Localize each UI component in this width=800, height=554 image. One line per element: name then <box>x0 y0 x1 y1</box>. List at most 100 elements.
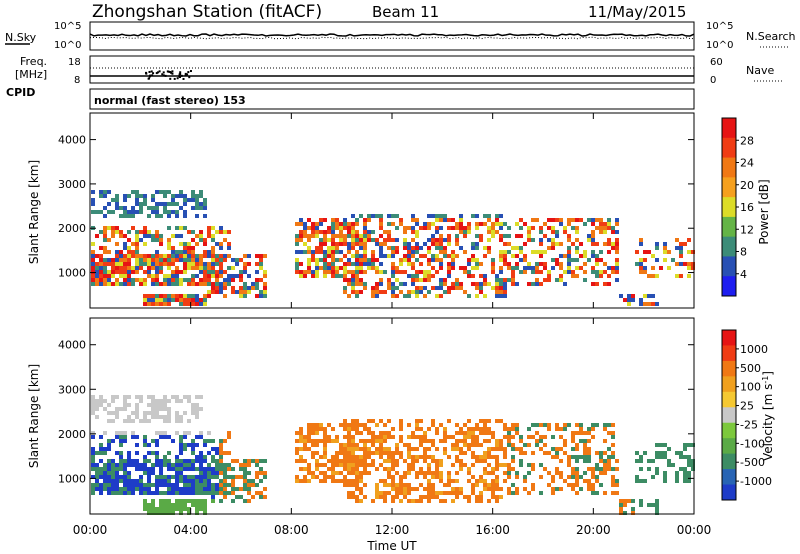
heatmap-cell <box>331 230 335 234</box>
heatmap-cell <box>183 194 187 198</box>
heatmap-cell <box>403 246 407 250</box>
heatmap-cell <box>439 242 443 246</box>
heatmap-cell <box>359 270 363 274</box>
heatmap-cell <box>351 270 355 274</box>
heatmap-cell <box>299 455 303 459</box>
heatmap-cell <box>179 503 183 507</box>
heatmap-cell <box>143 439 147 443</box>
heatmap-cell <box>575 230 579 234</box>
heatmap-cell <box>323 439 327 443</box>
heatmap-cell <box>487 447 491 451</box>
heatmap-cell <box>395 443 399 447</box>
heatmap-cell <box>295 266 299 270</box>
heatmap-cell <box>107 447 111 451</box>
heatmap-cell <box>491 467 495 471</box>
heatmap-cell <box>559 471 563 475</box>
heatmap-cell <box>507 439 511 443</box>
heatmap-cell <box>639 238 643 242</box>
heatmap-cell <box>295 234 299 238</box>
heatmap-cell <box>655 274 659 278</box>
heatmap-cell <box>191 483 195 487</box>
heatmap-cell <box>591 254 595 258</box>
heatmap-cell <box>519 439 523 443</box>
heatmap-cell <box>427 278 431 282</box>
heatmap-cell <box>687 238 691 242</box>
heatmap-cell <box>615 479 619 483</box>
heatmap-cell <box>379 222 383 226</box>
heatmap-cell <box>383 242 387 246</box>
heatmap-cell <box>595 467 599 471</box>
heatmap-cell <box>423 226 427 230</box>
heatmap-cell <box>415 274 419 278</box>
heatmap-cell <box>575 491 579 495</box>
heatmap-cell <box>175 214 179 218</box>
heatmap-cell <box>479 286 483 290</box>
heatmap-cell <box>435 254 439 258</box>
heatmap-cell <box>671 258 675 262</box>
heatmap-cell <box>471 483 475 487</box>
heatmap-cell <box>355 274 359 278</box>
heatmap-cell <box>515 423 519 427</box>
heatmap-cell <box>411 246 415 250</box>
heatmap-cell <box>507 443 511 447</box>
heatmap-cell <box>491 447 495 451</box>
heatmap-cell <box>447 238 451 242</box>
heatmap-cell <box>379 242 383 246</box>
heatmap-cell <box>651 274 655 278</box>
heatmap-cell <box>215 254 219 258</box>
heatmap-cell <box>187 443 191 447</box>
heatmap-cell <box>127 487 131 491</box>
heatmap-cell <box>479 222 483 226</box>
heatmap-cell <box>235 495 239 499</box>
heatmap-cell <box>683 242 687 246</box>
heatmap-cell <box>447 479 451 483</box>
heatmap-cell <box>143 278 147 282</box>
heatmap-cell <box>159 258 163 262</box>
heatmap-cell <box>679 451 683 455</box>
heatmap-cell <box>211 258 215 262</box>
heatmap-cell <box>339 230 343 234</box>
heatmap-cell <box>407 499 411 503</box>
heatmap-cell <box>167 475 171 479</box>
heatmap-cell <box>99 282 103 286</box>
heatmap-cell <box>131 206 135 210</box>
heatmap-cell <box>323 455 327 459</box>
colorbar-swatch-6 <box>722 236 736 257</box>
heatmap-cell <box>127 471 131 475</box>
heatmap-cell <box>503 427 507 431</box>
heatmap-cell <box>647 250 651 254</box>
heatmap-cell <box>163 463 167 467</box>
heatmap-cell <box>427 246 431 250</box>
heatmap-cell <box>323 254 327 258</box>
heatmap-cell <box>219 254 223 258</box>
heatmap-cell <box>231 258 235 262</box>
heatmap-cell <box>427 427 431 431</box>
heatmap-cell <box>591 491 595 495</box>
heatmap-cell <box>543 250 547 254</box>
heatmap-cell <box>479 282 483 286</box>
heatmap-cell <box>355 479 359 483</box>
heatmap-cell <box>363 495 367 499</box>
heatmap-cell <box>363 234 367 238</box>
heatmap-cell <box>431 419 435 423</box>
heatmap-cell <box>167 298 171 302</box>
heatmap-cell <box>91 202 95 206</box>
heatmap-cell <box>343 234 347 238</box>
heatmap-cell <box>491 455 495 459</box>
heatmap-cell <box>203 499 207 503</box>
heatmap-cell <box>579 487 583 491</box>
heatmap-cell <box>219 226 223 230</box>
heatmap-cell <box>383 451 387 455</box>
heatmap-cell <box>163 415 167 419</box>
heatmap-cell <box>467 258 471 262</box>
heatmap-cell <box>263 274 267 278</box>
colorbar-swatch-10 <box>722 484 736 501</box>
heatmap-cell <box>571 431 575 435</box>
heatmap-cell <box>379 443 383 447</box>
heatmap-cell <box>359 459 363 463</box>
heatmap-cell <box>147 206 151 210</box>
heatmap-cell <box>211 439 215 443</box>
heatmap-cell <box>247 483 251 487</box>
heatmap-cell <box>575 471 579 475</box>
heatmap-cell <box>555 218 559 222</box>
